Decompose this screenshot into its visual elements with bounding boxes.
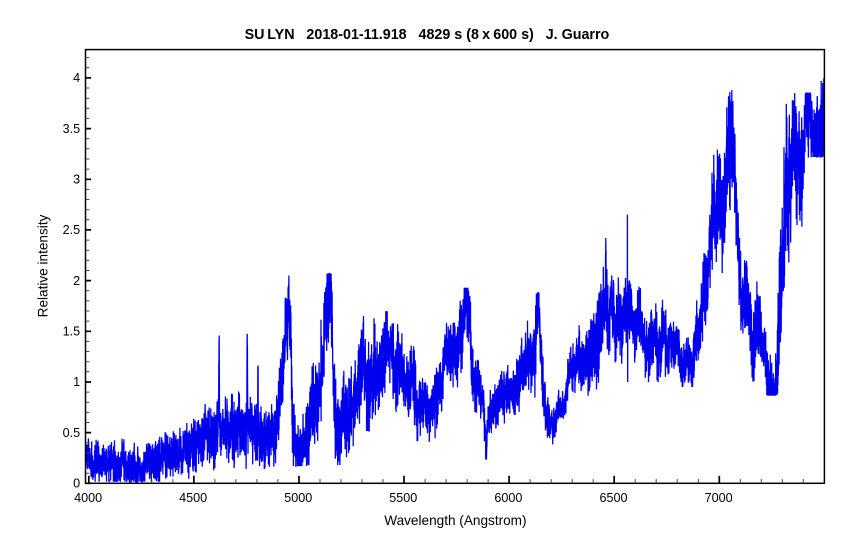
svg-text:6000: 6000 (494, 491, 522, 505)
svg-text:0.5: 0.5 (63, 426, 81, 440)
svg-text:1: 1 (73, 375, 80, 389)
svg-text:5500: 5500 (389, 491, 417, 505)
svg-text:4500: 4500 (179, 491, 207, 505)
svg-text:SU LYN 2018-01-11.918 4829: SU LYN 2018-01-11.918 4829 s (8 x 600 s)… (245, 27, 610, 43)
svg-text:Relative intensity: Relative intensity (35, 214, 50, 317)
svg-text:2: 2 (73, 274, 80, 288)
svg-text:0: 0 (73, 477, 80, 491)
svg-text:1.5: 1.5 (63, 325, 81, 339)
svg-text:5000: 5000 (284, 491, 312, 505)
svg-text:4000: 4000 (74, 491, 102, 505)
svg-text:2.5: 2.5 (63, 223, 81, 237)
svg-text:6500: 6500 (599, 491, 627, 505)
svg-text:3.5: 3.5 (63, 122, 81, 136)
svg-text:3: 3 (73, 173, 80, 187)
svg-text:4: 4 (73, 71, 80, 85)
svg-text:Wavelength (Angstrom): Wavelength (Angstrom) (384, 513, 526, 528)
svg-text:7000: 7000 (705, 491, 733, 505)
